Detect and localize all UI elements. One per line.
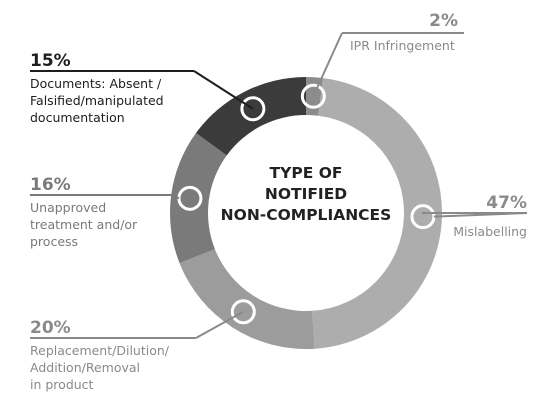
slice-unapproved-treatment-and-or-process bbox=[170, 133, 227, 264]
value-label-replacement-dilution-addition-removal-in: 20% bbox=[30, 318, 71, 338]
leader-mislabelling bbox=[433, 212, 528, 218]
marker-ipr-infringement bbox=[300, 83, 326, 109]
value-label-documents-absent-falsified-manipulated-d: 15% bbox=[30, 51, 71, 71]
slice-mislabelling bbox=[312, 78, 442, 349]
category-label-replacement-dilution-addition-removal-in-line-3: in product bbox=[30, 377, 94, 392]
slice-replacement-dilution-addition-removal-in bbox=[179, 249, 315, 349]
category-label-ipr-infringement-line-1: IPR Infringement bbox=[350, 38, 455, 53]
slice-documents-absent-falsified-manipulated-d bbox=[195, 77, 306, 156]
leader-replacement-dilution-addition-removal-in bbox=[195, 310, 244, 339]
category-label-unapproved-treatment-and-or-process-line-3: process bbox=[30, 234, 78, 249]
donut-slices bbox=[170, 77, 442, 349]
chart-title-line-3: NON-COMPLIANCES bbox=[221, 206, 392, 224]
category-label-documents-absent-falsified-manipulated-d-line-2: Falsified/manipulated bbox=[30, 93, 164, 108]
value-label-mislabelling: 47% bbox=[486, 193, 527, 213]
marker-replacement-dilution-addition-removal-in bbox=[230, 299, 256, 325]
category-label-replacement-dilution-addition-removal-in-line-1: Replacement/Dilution/ bbox=[30, 343, 170, 358]
chart-title-line-1: TYPE OF bbox=[270, 164, 343, 182]
category-label-replacement-dilution-addition-removal-in-line-2: Addition/Removal bbox=[30, 360, 140, 375]
category-label-unapproved-treatment-and-or-process-line-1: Unapproved bbox=[30, 200, 106, 215]
leader-unapproved-treatment-and-or-process bbox=[171, 194, 180, 200]
leader-ipr-infringement bbox=[312, 32, 343, 97]
chart-title-line-2: NOTIFIED bbox=[265, 185, 347, 203]
value-label-unapproved-treatment-and-or-process: 16% bbox=[30, 175, 71, 195]
leader-lines bbox=[30, 32, 528, 339]
marker-documents-absent-falsified-manipulated-d bbox=[240, 96, 266, 122]
leader-documents-absent-falsified-manipulated-d bbox=[193, 70, 254, 110]
category-label-documents-absent-falsified-manipulated-d-line-3: documentation bbox=[30, 110, 125, 125]
category-label-documents-absent-falsified-manipulated-d-line-1: Documents: Absent / bbox=[30, 76, 162, 91]
category-label-unapproved-treatment-and-or-process-line-2: treatment and/or bbox=[30, 217, 138, 232]
value-label-ipr-infringement: 2% bbox=[429, 11, 458, 31]
category-label-mislabelling-line-1: Mislabelling bbox=[453, 224, 527, 239]
slice-labels: 2% IPR Infringement 47% Mislabelling 20% Repl… bbox=[30, 11, 527, 392]
